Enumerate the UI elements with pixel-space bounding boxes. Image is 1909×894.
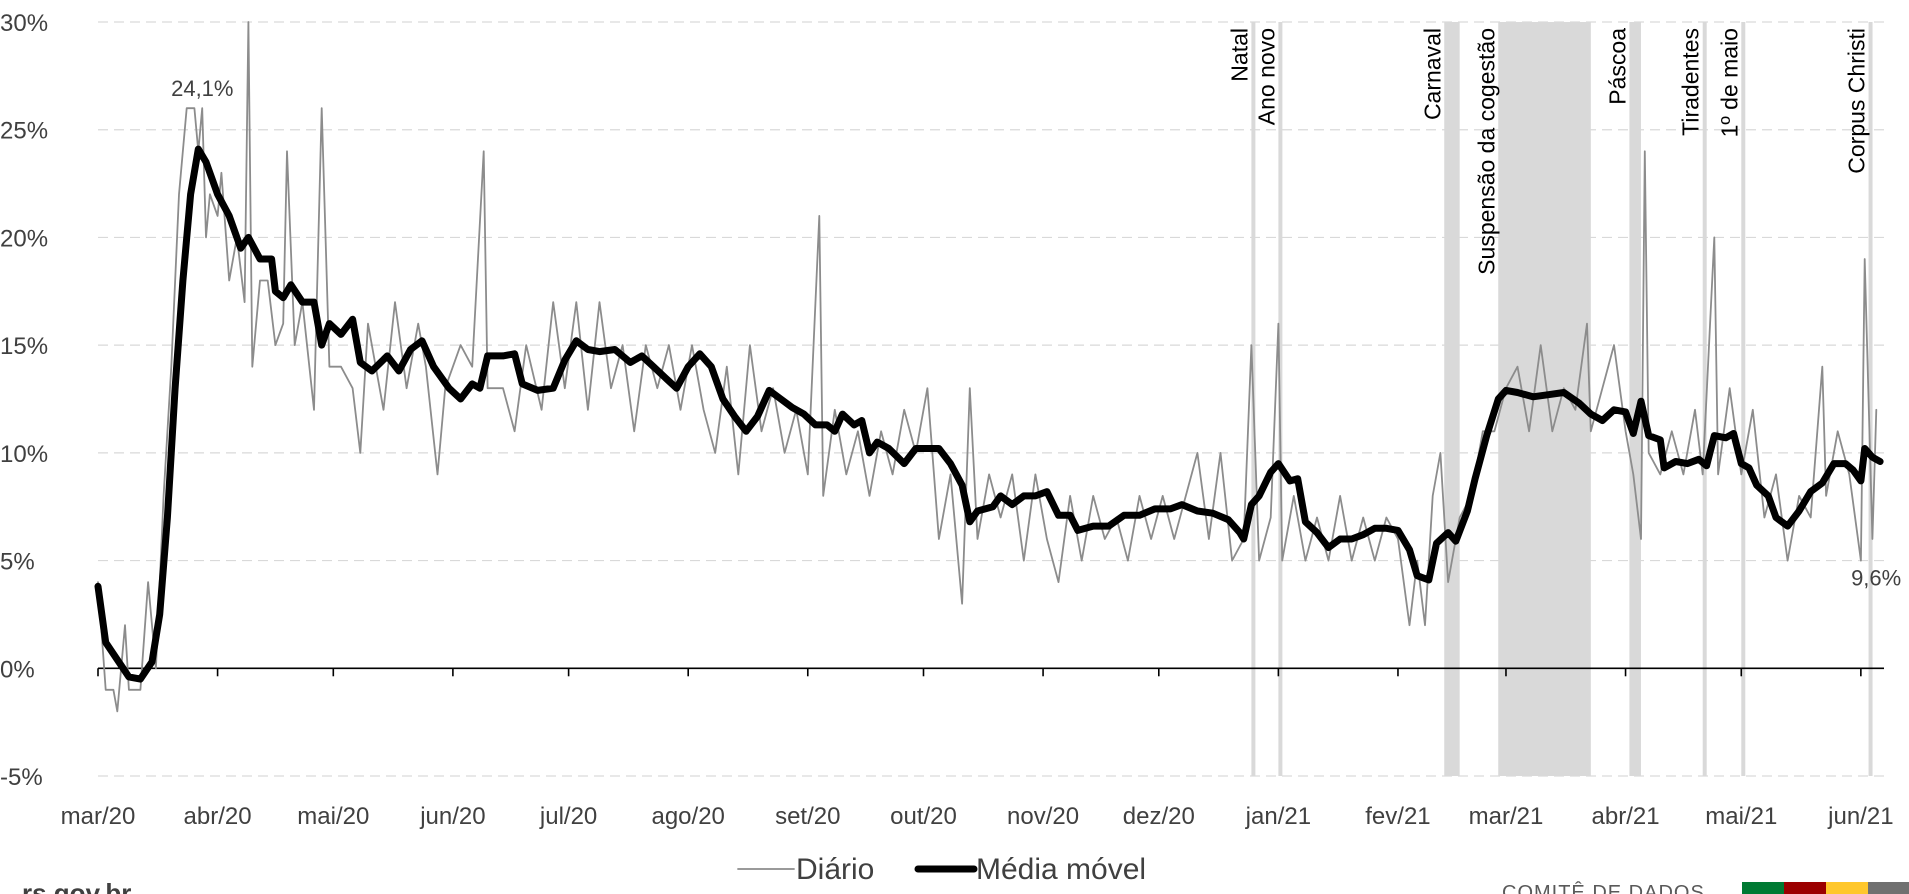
x-tick-label: out/20 (890, 803, 957, 830)
event-label: Páscoa (1604, 28, 1630, 105)
grid-lines (98, 21, 1884, 777)
flag-stripe (1868, 882, 1909, 894)
x-tick-label: mar/20 (61, 803, 136, 830)
flag-stripe (1742, 882, 1784, 894)
series-line-media-movel (94, 145, 1884, 683)
legend-label: Diário (796, 853, 874, 886)
x-tick-label: jul/20 (539, 803, 597, 830)
x-tick-label: jun/21 (1827, 803, 1893, 830)
x-tick-label: fev/21 (1365, 803, 1430, 830)
legend-label: Média móvel (976, 853, 1146, 886)
y-tick-label: 25% (0, 118, 48, 145)
event-label: 1º de maio (1716, 28, 1742, 137)
axes: -5% 0% 5% 10% 15% 20% 25% 30% mar/20 abr/20 mai/20… (0, 10, 1894, 830)
event-band (1868, 22, 1873, 776)
event-bands (1251, 22, 1873, 776)
y-tick-label: -5% (0, 764, 43, 791)
x-tick-label: mai/20 (297, 803, 369, 830)
x-tick-label: nov/20 (1007, 803, 1079, 830)
series-lines (94, 21, 1884, 713)
x-tick-label: jan/21 (1245, 803, 1311, 830)
x-tick-label: mar/21 (1469, 803, 1544, 830)
event-band (1741, 22, 1746, 776)
flag-stripe (1826, 882, 1868, 894)
footer-organization: COMITÊ DE DADOS (1502, 881, 1705, 894)
event-label: Corpus Christi (1844, 28, 1870, 174)
x-tick-label: set/20 (775, 803, 840, 830)
event-label: Natal (1226, 28, 1252, 82)
event-label: Ano novo (1253, 28, 1279, 125)
footer-source[interactable]: rs.gov.br (22, 878, 131, 894)
event-label: Suspensão da cogestão (1473, 28, 1499, 275)
chart-labels: Natal Ano novo Carnaval Suspensão da cogest… (171, 28, 1901, 591)
y-tick-label: 20% (0, 225, 48, 252)
event-band (1444, 22, 1460, 776)
y-tick-label: 5% (0, 549, 35, 576)
x-tick-label: dez/20 (1123, 803, 1195, 830)
x-tick-label: jun/20 (419, 803, 485, 830)
y-tick-label: 10% (0, 441, 48, 468)
y-tick-label: 15% (0, 333, 48, 360)
x-tick-label: mai/21 (1705, 803, 1777, 830)
legend: Diário Média móvel (737, 853, 1146, 886)
event-band (1629, 22, 1641, 776)
y-tick-label: 0% (0, 656, 35, 683)
event-label: Carnaval (1419, 28, 1445, 120)
x-tick-label: ago/20 (651, 803, 724, 830)
data-label: 24,1% (171, 76, 233, 101)
flag-stripe (1784, 882, 1826, 894)
x-tick-label: abr/20 (184, 803, 252, 830)
y-tick-label: 30% (0, 10, 48, 37)
event-band (1702, 22, 1707, 776)
footer: rs.gov.br COMITÊ DE DADOS (22, 878, 1909, 894)
flag-stripes (1742, 882, 1909, 894)
series-line-diario (97, 21, 1878, 713)
x-tick-label: abr/21 (1592, 803, 1660, 830)
event-label: Tiradentes (1678, 28, 1704, 136)
data-label: 9,6% (1851, 565, 1901, 590)
